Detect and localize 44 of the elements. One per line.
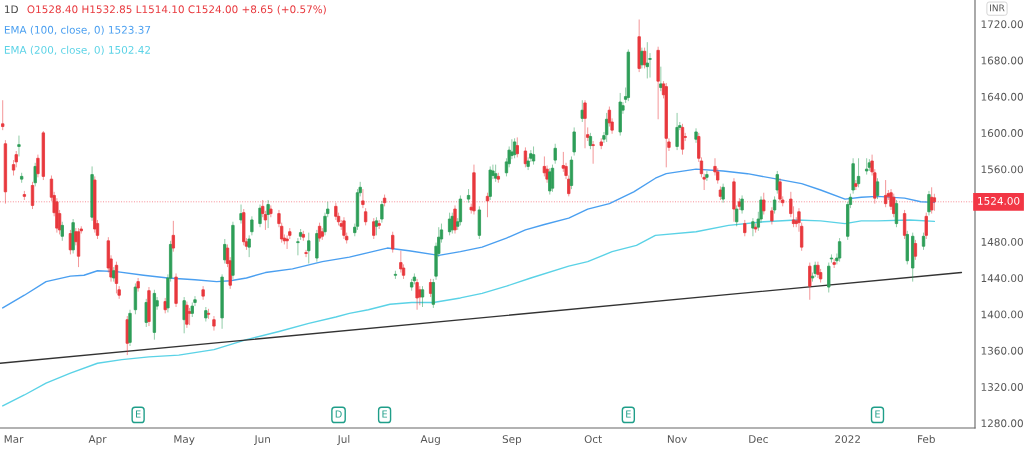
- y-axis-title: INR: [990, 4, 1005, 12]
- x-tick-label: Feb: [918, 434, 935, 444]
- x-tick-label: Jun: [254, 435, 270, 445]
- candlestick: [212, 315, 216, 332]
- candlestick: [136, 277, 140, 293]
- y-tick-label: 1560.00: [981, 165, 1023, 174]
- y-tick-label: 1440.00: [981, 274, 1023, 283]
- x-tick-label: Mar: [4, 435, 24, 444]
- x-tick-label: Oct: [584, 435, 602, 444]
- x-tick-label: Apr: [88, 435, 107, 446]
- candlestick: [296, 237, 300, 256]
- annotation: D: [335, 410, 342, 418]
- y-tick-label: 1480.00: [981, 237, 1023, 246]
- x-tick-label: May: [174, 435, 195, 446]
- annotation: E: [136, 410, 141, 418]
- y-tick-label: 1640.00: [981, 92, 1023, 101]
- y-tick-label: 1360.00: [981, 346, 1023, 355]
- annotation: E: [382, 410, 388, 418]
- chart-subtitle: O1528.40 H1532.85 L1514.10 C1524.00 +8.65 (+0.57%): [27, 5, 326, 15]
- candlestick: [304, 249, 308, 258]
- candlestick: [705, 170, 709, 182]
- y-tick-label: 1600.00: [981, 129, 1023, 137]
- candlestick: [193, 295, 197, 307]
- y-tick-label: 1400.00: [981, 310, 1023, 319]
- candlestick: [201, 285, 205, 301]
- candlestick: [526, 156, 530, 171]
- x-tick-label: Nov: [667, 435, 687, 444]
- line-series: [2, 168, 936, 309]
- ref-line-label: 1524.00: [978, 196, 1020, 205]
- y-tick-label: 1720.00: [981, 20, 1023, 29]
- x-tick-label: Sep: [502, 435, 522, 446]
- chart-title: 1D: [5, 5, 18, 14]
- annotation: E: [626, 410, 631, 418]
- text: EMA (200, close, 0) 1502.42: [4, 45, 150, 56]
- x-tick-label: Jul: [337, 434, 350, 445]
- y-tick-label: 1680.00: [981, 56, 1023, 65]
- annotation: E: [875, 410, 880, 418]
- x-tick-label: 2022: [835, 435, 860, 444]
- x-tick-label: Dec: [749, 435, 768, 444]
- x-tick-label: Aug: [420, 435, 440, 446]
- candlestick: [667, 137, 671, 152]
- y-tick-label: 1320.00: [981, 383, 1023, 391]
- text: EMA (100, close, 0) 1523.37: [4, 25, 151, 35]
- y-tick-label: 1280.00: [981, 419, 1023, 428]
